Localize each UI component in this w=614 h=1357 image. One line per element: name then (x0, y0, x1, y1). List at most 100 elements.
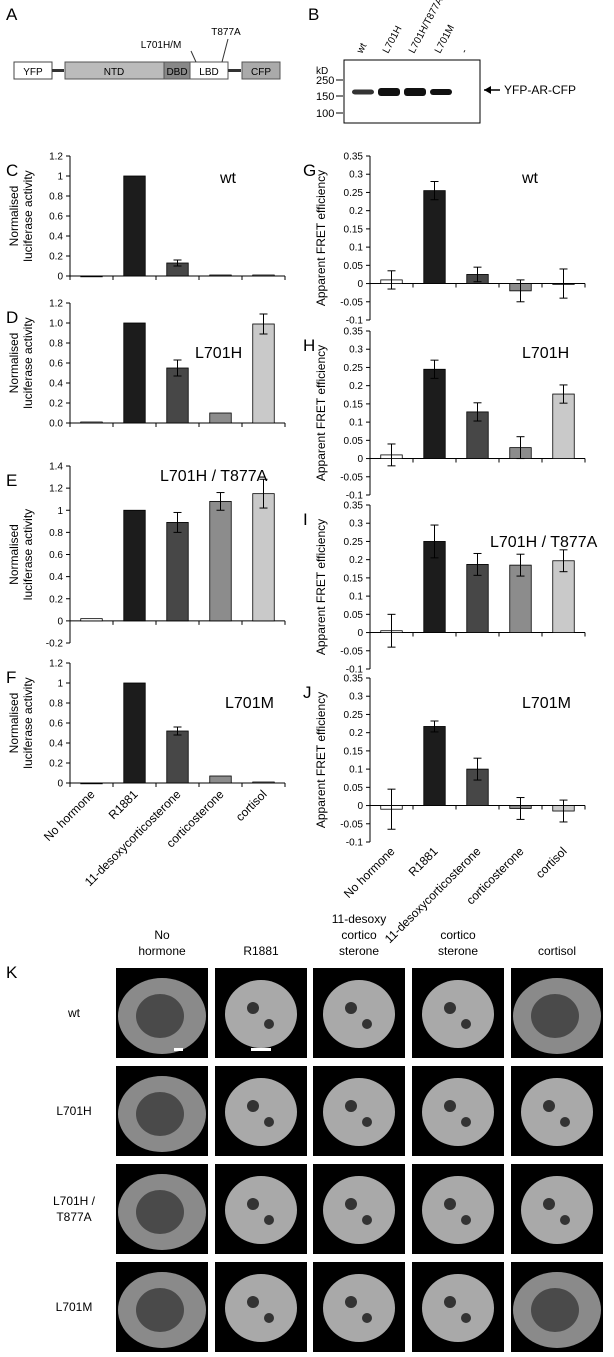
nucleolus (444, 1100, 456, 1112)
chart-g: G -0.1 -0.05 0 0.05 0.1 0.15 0.2 0.25 0.3 0.35 wt Ap… (303, 152, 586, 327)
blot-band (404, 88, 426, 96)
y-tick-label: 0.8 (49, 339, 63, 350)
panel-letter-e: E (6, 471, 17, 490)
mutation-label-2: T877A (211, 27, 241, 38)
micrograph-tile (313, 968, 405, 1058)
y-axis-label: Apparent FRET efficiency (314, 170, 328, 306)
dbd-label: DBD (166, 67, 187, 78)
micrograph-tile (215, 1164, 307, 1254)
y-tick-label: 0.05 (344, 436, 364, 447)
y-tick-label: 0.4 (49, 232, 63, 243)
ntd-label: NTD (104, 67, 125, 78)
chart-title: L701H (522, 345, 569, 362)
y-tick-label: 0.3 (349, 345, 363, 356)
category-label: No hormone (41, 787, 98, 844)
micrograph-column-label: sterone (339, 944, 379, 958)
micrograph-column-label: cortisol (538, 944, 576, 958)
nucleolus (345, 1002, 357, 1014)
micrograph-tile (313, 1262, 405, 1352)
micrograph-tile (116, 1164, 208, 1254)
bar-3 (209, 500, 232, 622)
mw-marker-150: 150 (316, 91, 334, 103)
micrograph-tile (116, 1262, 208, 1352)
nucleolus (444, 1198, 456, 1210)
chart-title: wt (521, 170, 539, 187)
blot-band (352, 89, 374, 95)
y-tick-label: 0.15 (344, 399, 364, 410)
bar-1 (423, 368, 446, 459)
panel-letter-h: H (303, 336, 315, 355)
nucleolus (461, 1117, 471, 1127)
bar-1 (423, 726, 446, 806)
y-tick-label: 0.1 (349, 592, 363, 603)
y-tick-label: 0.25 (344, 188, 364, 199)
bar-4 (252, 781, 275, 784)
chart-title: L701H (195, 345, 242, 362)
nucleolus (560, 1117, 570, 1127)
nucleolus (461, 1313, 471, 1323)
y-axis-label: Normalisedluciferase activity (7, 170, 35, 261)
y-tick-label: 0.2 (349, 381, 363, 392)
y-tick-label: 0.2 (349, 555, 363, 566)
y-tick-label: 0 (357, 279, 363, 290)
micrograph-row-label: L701H / (53, 1194, 96, 1208)
nucleolus (247, 1100, 259, 1112)
y-tick-label: 0.15 (344, 224, 364, 235)
y-tick-label: 1 (57, 172, 63, 183)
lbd-label: LBD (199, 67, 218, 78)
y-tick-label: 1 (57, 506, 63, 517)
cell-nucleus (521, 1176, 593, 1244)
y-tick-label: -0.05 (340, 819, 363, 830)
y-tick-label: 0.05 (344, 610, 364, 621)
y-tick-label: 0.25 (344, 537, 364, 548)
blot-lane-label: L701H (381, 24, 405, 55)
micrograph-column-label: No (154, 928, 170, 942)
micrograph-tile (511, 1262, 603, 1352)
nucleolus (345, 1198, 357, 1210)
micrograph-tile (412, 1066, 504, 1156)
y-tick-label: 0.2 (349, 206, 363, 217)
micrograph-tile (511, 1066, 603, 1156)
y-tick-label: 0.15 (344, 746, 364, 757)
nucleolus (247, 1198, 259, 1210)
micrograph-tile (412, 1262, 504, 1352)
y-tick-label: 0.35 (344, 327, 364, 338)
micrograph-tile (511, 1164, 603, 1254)
y-tick-label: 1.0 (49, 319, 63, 330)
micrograph-tile (313, 1164, 405, 1254)
bar-4 (252, 274, 275, 277)
chart-h: H -0.1 -0.05 0 0.05 0.1 0.15 0.2 0.25 0.3 0.35 L701… (303, 327, 586, 502)
cfp-box (241, 61, 281, 80)
y-axis-label: Normalisedluciferase activity (7, 509, 35, 600)
y-axis-label: Normalisedluciferase activity (7, 317, 35, 408)
y-tick-label: 1.2 (49, 484, 63, 495)
cell-nucleus (225, 1078, 297, 1146)
cell-nucleus (531, 994, 579, 1038)
construct-diagram: YFP NTD DBD LBD CFP L701H/M T877A (13, 27, 281, 80)
y-tick-label: 0.1 (349, 243, 363, 254)
micrograph-tile (412, 1164, 504, 1254)
blot-lane-label: wt (354, 41, 369, 56)
y-tick-label: -0.2 (46, 639, 64, 650)
scale-bar (251, 1048, 271, 1051)
chart-e: E -0.2 0 0.2 0.4 0.6 0.8 1 1.2 1.4 L701H / T877A No… (6, 462, 286, 650)
y-tick-label: 0.6 (49, 359, 63, 370)
y-tick-label: 0.05 (344, 261, 364, 272)
nucleolus (362, 1215, 372, 1225)
micrograph-column-label: sterone (438, 944, 478, 958)
bar-3 (209, 412, 232, 424)
category-label: cortisol (233, 787, 270, 824)
nucleolus (444, 1296, 456, 1308)
panel-letter-d: D (6, 308, 18, 327)
y-tick-label: 0.3 (349, 519, 363, 530)
chart-title: L701M (522, 695, 571, 712)
y-tick-label: 0.8 (49, 192, 63, 203)
blot-lane-label: - (459, 47, 470, 55)
nucleolus (560, 1215, 570, 1225)
kd-label: kD (316, 66, 328, 77)
y-tick-label: 0 (357, 454, 363, 465)
y-tick-label: 0.3 (349, 170, 363, 181)
category-label: R1881 (406, 844, 441, 879)
nucleolus (264, 1117, 274, 1127)
y-tick-label: 1.2 (49, 659, 63, 670)
